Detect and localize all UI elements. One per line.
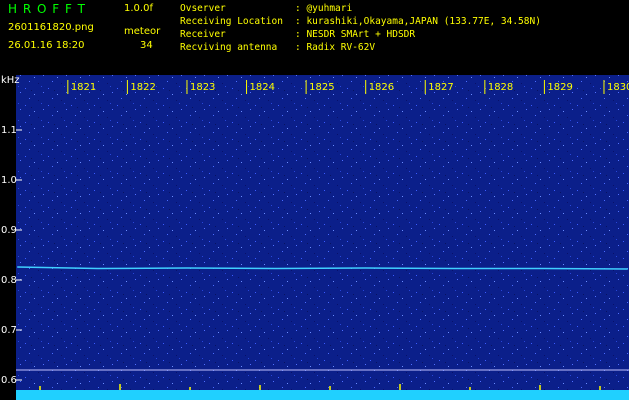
x-tick-label: 1830	[607, 82, 629, 93]
y-tick-label: 0.9	[1, 225, 17, 236]
version: 1.0.0f	[124, 3, 153, 14]
info-label: Ovserver	[180, 3, 226, 14]
plot-background	[16, 75, 629, 392]
y-axis-label: kHz	[1, 75, 20, 86]
header: H R O F F T 1.0.0f 2601161820.png meteor…	[0, 0, 629, 75]
x-tick-label: 1828	[488, 82, 513, 93]
x-tick-label: 1822	[130, 82, 155, 93]
power-bar	[16, 390, 629, 400]
app-name: H R O F F T	[8, 2, 87, 16]
info-value: : NESDR SMArt + HDSDR	[295, 29, 416, 40]
y-tick-label: 1.0	[1, 175, 17, 186]
x-tick-label: 1824	[250, 82, 275, 93]
y-tick-label: 0.7	[1, 325, 17, 336]
info-value: : @yuhmari	[295, 3, 353, 14]
info-label: Receiving Location	[180, 16, 283, 27]
info-value: : kurashiki,Okayama,JAPAN (133.77E, 34.5…	[295, 16, 541, 27]
mode: meteor	[124, 26, 161, 37]
x-tick-label: 1823	[190, 82, 215, 93]
info-label: Receiver	[180, 29, 226, 40]
filename: 2601161820.png	[8, 22, 94, 33]
trace-line	[17, 266, 628, 270]
y-tick-label: 1.1	[1, 125, 17, 136]
x-tick-label: 1825	[309, 82, 334, 93]
x-tick-label: 1821	[71, 82, 96, 93]
datetime: 26.01.16 18:20	[8, 40, 85, 51]
y-tick-label: 0.6	[1, 375, 17, 386]
info-label: Recviving antenna	[180, 42, 278, 53]
count: 34	[140, 40, 153, 51]
x-tick-label: 1826	[369, 82, 394, 93]
x-tick-label: 1827	[428, 82, 453, 93]
power-spikes	[39, 384, 601, 390]
x-tick-label: 1829	[547, 82, 572, 93]
info-value: : Radix RV-62V	[295, 42, 376, 53]
y-tick-label: 0.8	[1, 275, 17, 286]
